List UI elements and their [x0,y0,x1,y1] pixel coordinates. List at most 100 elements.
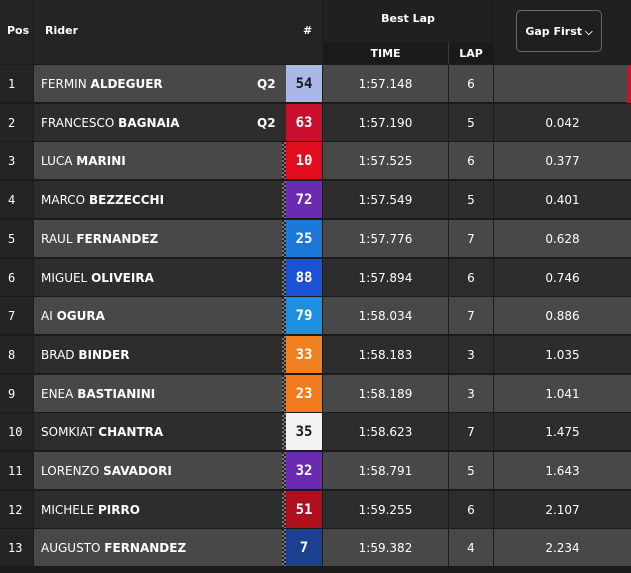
header-number: # [303,24,313,37]
best-lap-number: 3 [449,374,493,413]
rider-cell: SOMKIAT CHANTRA [34,413,285,452]
rider-number: 23 [286,374,322,413]
best-lap-time: 1:57.549 [323,181,448,220]
table-row[interactable]: 1 FERMIN ALDEGUER Q2 54 1:57.148 6 [0,65,631,103]
rider-number: 79 [286,297,322,336]
position: 12 [0,490,33,529]
rider-first-name: LORENZO [41,464,100,478]
checkered-stripe [282,103,286,142]
gap-to-first: 1.035 [494,335,631,374]
rider-cell: AI OGURA [34,297,285,336]
header-pos: Pos [7,24,30,37]
rider-first-name: RAUL [41,231,73,246]
header-best-lap: Best Lap TIME LAP [323,0,493,64]
table-row[interactable]: 10 SOMKIAT CHANTRA 35 1:58.623 7 1.475 [0,413,631,452]
rider-last-name: BASTIANINI [77,386,156,401]
gap-to-first: 0.377 [494,142,631,181]
position: 6 [0,258,33,297]
table-row[interactable]: 2 FRANCESCO BAGNAIA Q2 P 63 1:57.190 5 0… [0,103,631,142]
gap-to-first: 0.886 [494,297,631,336]
rider-cell: AUGUSTO FERNANDEZ [34,529,285,568]
header-gap: Gap First ⌵ [494,0,631,64]
gap-to-first: 1.475 [494,413,631,452]
rider-cell: LORENZO SAVADORI [34,452,285,490]
rider-number: 63 [286,103,322,142]
position: 3 [0,142,33,181]
best-lap-number: 5 [449,103,493,142]
leader-edge-marker [627,65,631,103]
position: 7 [0,297,33,336]
rider-first-name: FERMIN [41,77,87,91]
gap-to-first: 0.746 [494,258,631,297]
rider-cell: MICHELE PIRRO [34,490,285,529]
rider-last-name: PIRRO [97,502,140,517]
best-lap-time: 1:58.183 [323,335,448,374]
table-row[interactable]: 4 MARCO BEZZECCHI 72 1:57.549 5 0.401 [0,181,631,220]
chevron-down-icon: ⌵ [585,27,593,38]
gap-to-first: 0.042 [494,103,631,142]
rider-last-name: FERNANDEZ [104,541,187,556]
rider-last-name: BAGNAIA [118,115,180,130]
rider-last-name: SAVADORI [103,464,172,478]
position: 5 [0,219,33,258]
rider-number: 7 [286,529,322,568]
rider-first-name: ENEA [41,386,74,401]
rider-first-name: MARCO [41,193,86,208]
table-row[interactable]: 9 ENEA BASTIANINI 23 1:58.189 3 1.041 [0,374,631,413]
gap-first-dropdown[interactable]: Gap First ⌵ [516,10,602,52]
rider-first-name: SOMKIAT [41,425,95,440]
checkered-stripe [282,452,286,490]
checkered-stripe [282,529,286,568]
table-row[interactable]: 13 AUGUSTO FERNANDEZ 7 1:59.382 4 2.234 [0,529,631,568]
best-lap-number: 6 [449,258,493,297]
rider-number: 10 [286,142,322,181]
rider-last-name: BINDER [78,347,130,362]
rider-cell: BRAD BINDER [34,335,285,374]
table-row[interactable]: 11 LORENZO SAVADORI 32 1:58.791 5 1.643 [0,452,631,490]
best-lap-number: 6 [449,490,493,529]
checkered-stripe [282,335,286,374]
gap-to-first: 1.643 [494,452,631,490]
rider-first-name: FRANCESCO [41,115,115,130]
rider-first-name: LUCA [41,154,73,169]
rider-cell: FERMIN ALDEGUER Q2 [34,65,285,103]
position: 2 [0,103,33,142]
best-lap-number: 6 [449,65,493,103]
rider-last-name: MARINI [76,154,126,169]
best-lap-time: 1:57.190 [323,103,448,142]
table-row[interactable]: 3 LUCA MARINI 10 1:57.525 6 0.377 [0,142,631,181]
position: 4 [0,181,33,220]
rider-last-name: FERNANDEZ [76,231,159,246]
best-lap-time: 1:57.776 [323,219,448,258]
rider-cell: ENEA BASTIANINI [34,374,285,413]
best-lap-number: 6 [449,142,493,181]
position: 11 [0,452,33,490]
position: 8 [0,335,33,374]
best-lap-time: 1:57.525 [323,142,448,181]
best-lap-time: 1:59.382 [323,529,448,568]
header-rider-cell: Rider # [34,0,322,64]
header-lap: LAP [449,43,493,64]
gap-to-first: 2.107 [494,490,631,529]
rider-cell: RAUL FERNANDEZ [34,219,285,258]
gap-to-first: 0.628 [494,219,631,258]
table-row[interactable]: 5 RAUL FERNANDEZ 25 1:57.776 7 0.628 [0,219,631,258]
table-row[interactable]: 6 MIGUEL OLIVEIRA 88 1:57.894 6 0.746 [0,258,631,297]
checkered-stripe [282,142,286,181]
checkered-stripe [282,181,286,220]
table-row[interactable]: 7 AI OGURA 79 1:58.034 7 0.886 [0,297,631,336]
table-row[interactable]: 8 BRAD BINDER 33 1:58.183 3 1.035 [0,335,631,374]
rider-first-name: AI [41,309,53,324]
header-time: TIME [323,43,449,64]
rider-number: 88 [286,258,322,297]
rider-last-name: ALDEGUER [90,77,163,91]
session-badge: Q2 [257,77,276,91]
position: 13 [0,529,33,568]
best-lap-number: 7 [449,297,493,336]
rider-first-name: AUGUSTO [41,541,101,556]
table-row[interactable]: 12 MICHELE PIRRO 51 1:59.255 6 2.107 [0,490,631,529]
best-lap-number: 7 [449,413,493,452]
position: 9 [0,374,33,413]
checkered-stripe [282,65,286,103]
best-lap-number: 5 [449,452,493,490]
